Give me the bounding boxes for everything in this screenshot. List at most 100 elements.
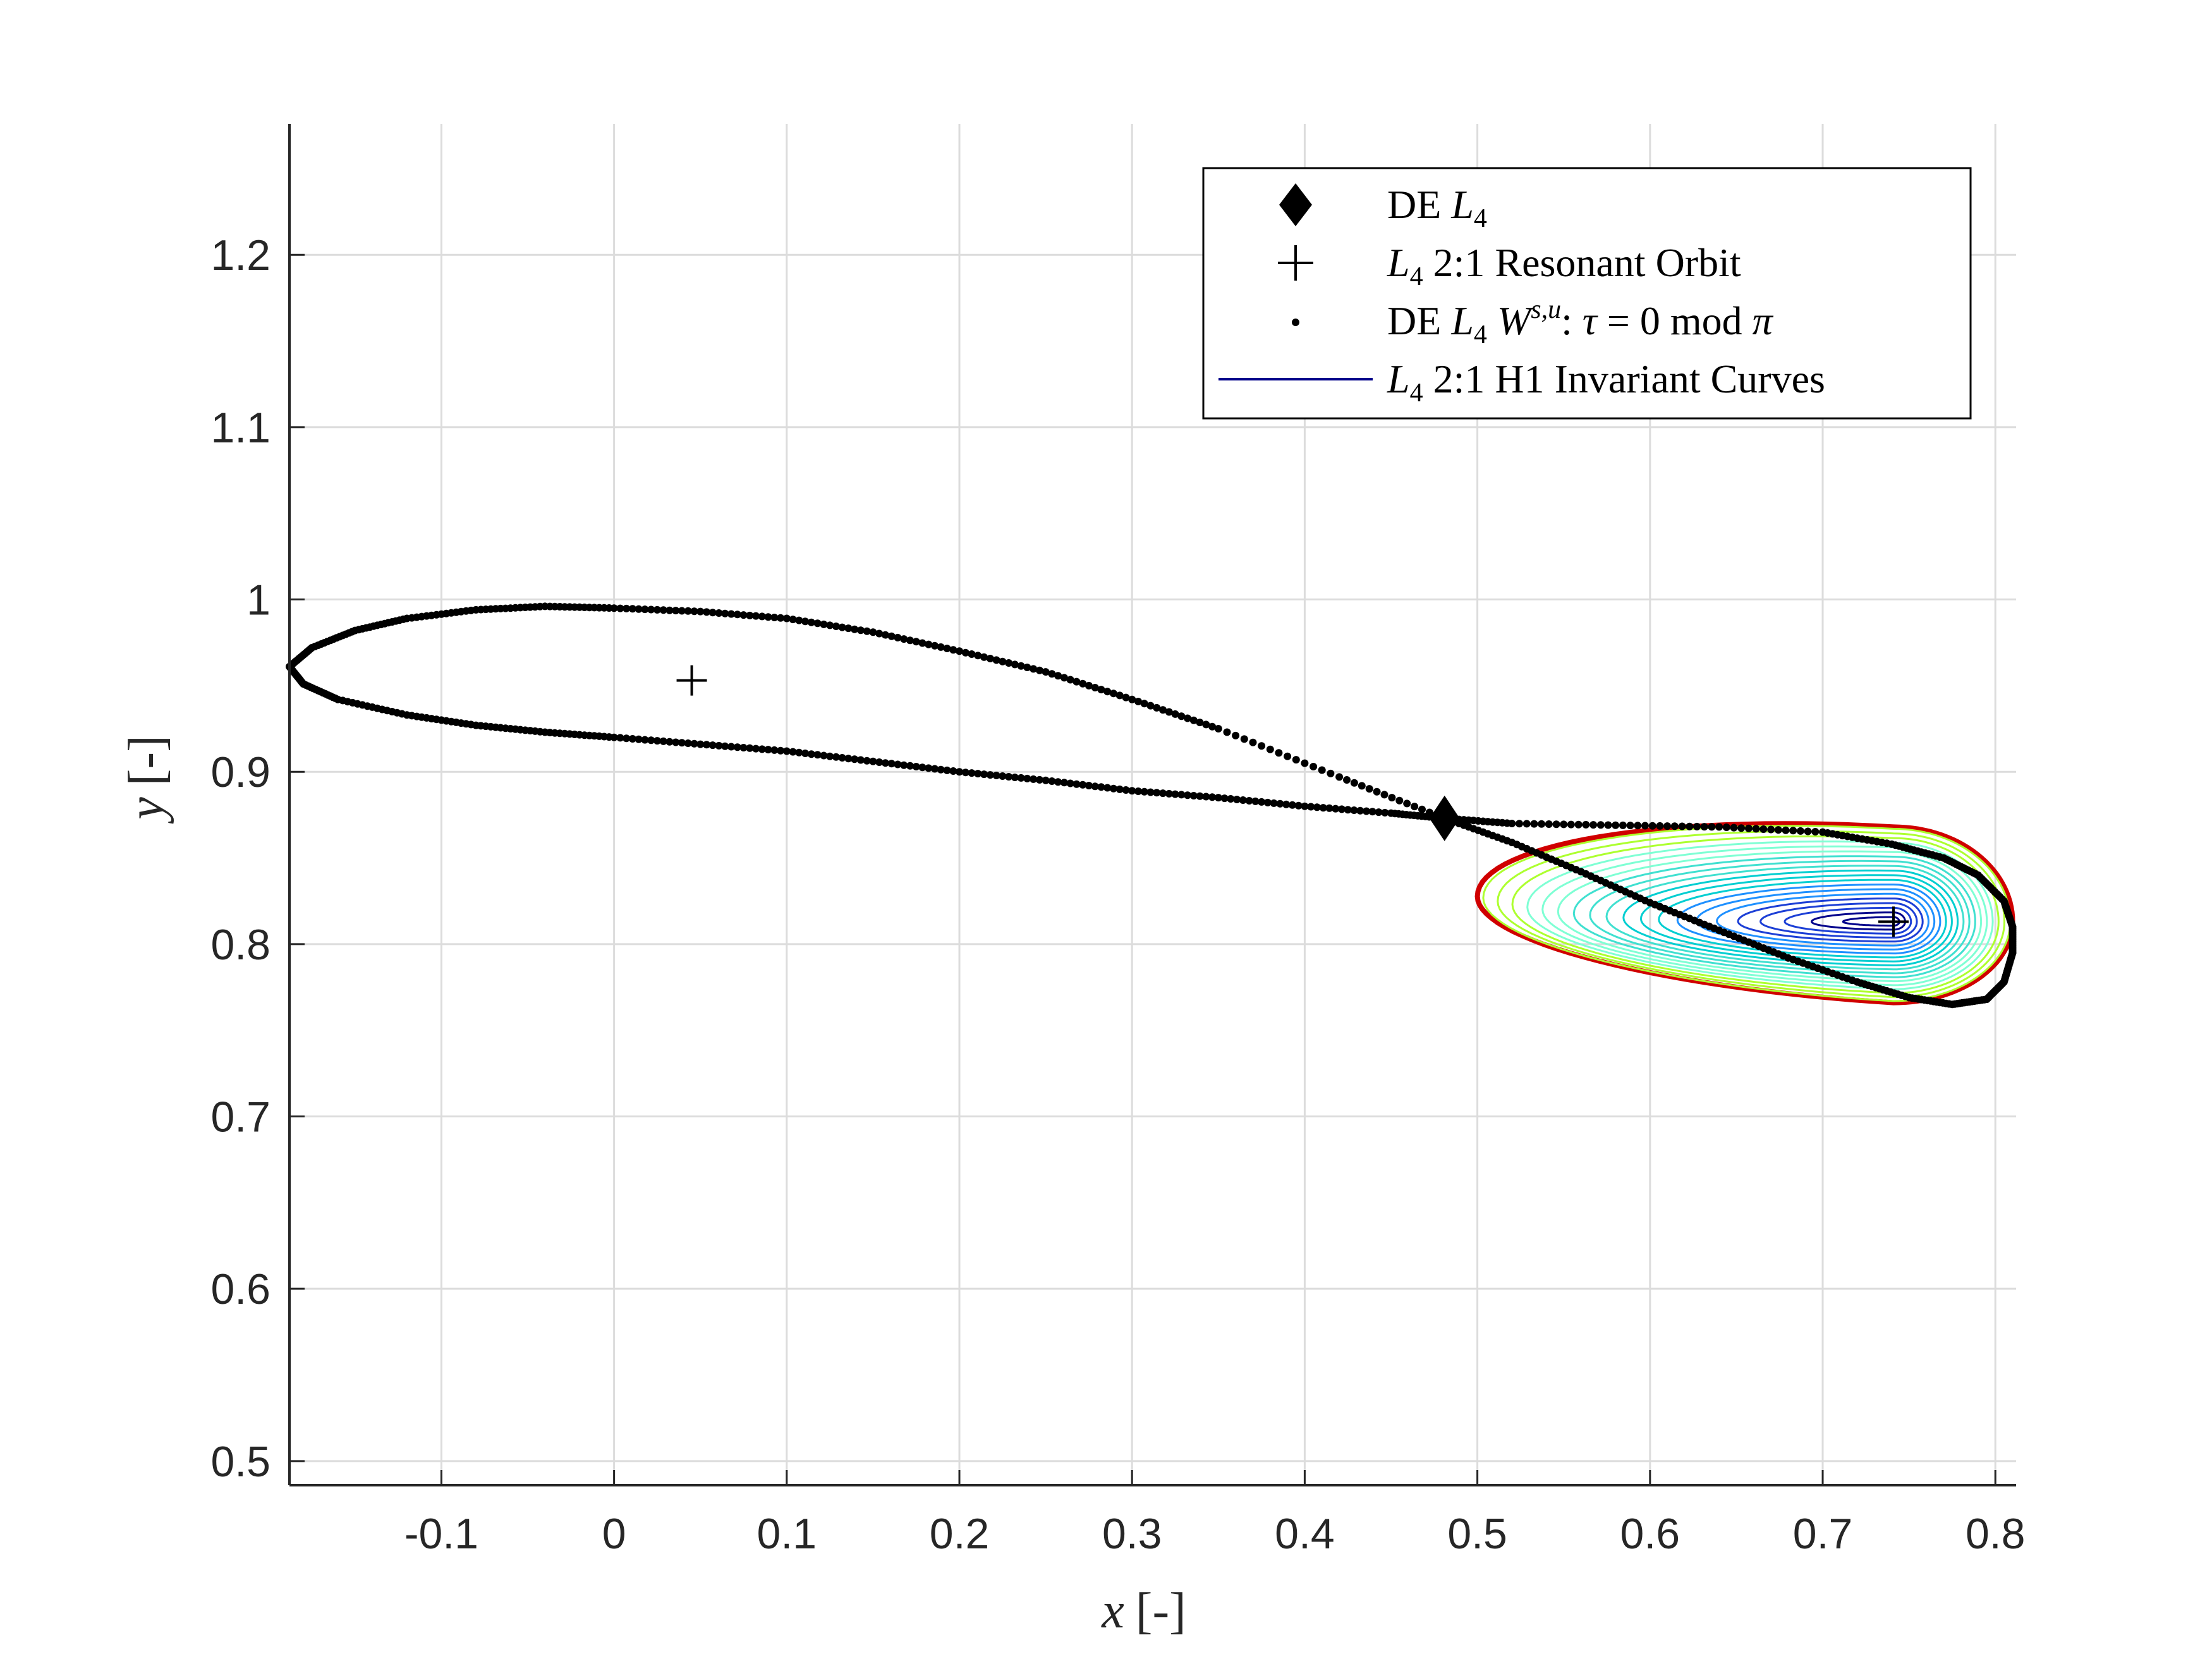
x-tick-label: 0.5 xyxy=(1447,1510,1507,1558)
manifold-point xyxy=(1381,808,1389,817)
manifold-point xyxy=(887,760,896,768)
manifold-point xyxy=(727,743,735,751)
manifold-point xyxy=(1030,665,1038,673)
manifold-point xyxy=(1582,820,1590,829)
manifold-point xyxy=(1363,807,1370,815)
manifold-point xyxy=(992,656,1000,664)
manifold-point xyxy=(1596,821,1605,829)
manifold-point xyxy=(1796,827,1804,835)
manifold-point xyxy=(875,629,884,638)
manifold-point xyxy=(1350,779,1358,787)
manifold-point xyxy=(1343,776,1351,784)
manifold-point xyxy=(906,636,914,645)
manifold-point xyxy=(856,756,865,764)
manifold-point xyxy=(1263,798,1272,806)
manifold-point xyxy=(1091,684,1099,691)
manifold-point xyxy=(672,607,680,615)
manifold-point xyxy=(894,633,902,641)
manifold-point xyxy=(703,608,710,616)
manifold-point xyxy=(1301,759,1309,767)
manifold-point xyxy=(727,610,735,618)
manifold-point xyxy=(1789,827,1797,835)
manifold-point xyxy=(1159,789,1167,798)
manifold-point xyxy=(1196,719,1204,727)
manifold-point xyxy=(1375,808,1383,817)
manifold-point xyxy=(1239,796,1247,804)
manifold-point xyxy=(961,648,969,657)
manifold-point xyxy=(1804,827,1812,836)
manifold-point xyxy=(752,612,760,620)
manifold-point xyxy=(1626,822,1634,830)
manifold-point xyxy=(1189,716,1198,724)
manifold-point xyxy=(1134,698,1142,705)
invariant-curve xyxy=(1526,840,1994,990)
manifold-point xyxy=(838,754,846,762)
manifold-point xyxy=(1171,710,1179,718)
manifold-point xyxy=(1670,822,1679,830)
resonant-orbit-plus xyxy=(1878,906,1909,937)
manifold-point xyxy=(739,611,748,619)
manifold-point xyxy=(1184,791,1191,799)
manifold-point xyxy=(1171,790,1179,798)
manifold-point xyxy=(647,736,655,744)
manifold-point xyxy=(1759,825,1768,833)
manifold-point xyxy=(789,748,797,756)
manifold-point xyxy=(1048,777,1056,785)
invariant-curve xyxy=(1605,865,1965,971)
manifold-point xyxy=(1663,822,1672,830)
manifold-point xyxy=(851,625,859,633)
manifold-point xyxy=(1240,735,1248,743)
manifold-point xyxy=(758,745,766,753)
manifold-point xyxy=(1574,820,1583,829)
manifold-point xyxy=(1249,738,1257,746)
manifold-point xyxy=(1115,691,1124,700)
manifold-point xyxy=(733,611,741,619)
manifold-points xyxy=(286,602,2017,1009)
manifold-point xyxy=(1227,795,1235,803)
manifold-point xyxy=(1744,824,1753,832)
x-tick-label: 0.4 xyxy=(1275,1510,1335,1558)
manifold-point xyxy=(1767,825,1775,834)
manifold-point xyxy=(1128,787,1136,795)
manifold-point xyxy=(665,738,674,746)
manifold-point xyxy=(1752,825,1760,833)
manifold-point xyxy=(1737,824,1746,832)
manifold-point xyxy=(1085,681,1093,690)
manifold-point xyxy=(1159,706,1167,714)
x-tick-label: 0.3 xyxy=(1102,1510,1162,1558)
y-tick-label: 1.2 xyxy=(210,231,270,279)
manifold-point xyxy=(1066,676,1074,684)
y-tick-label: 1 xyxy=(246,576,270,624)
manifold-point xyxy=(1418,805,1426,813)
manifold-point xyxy=(1251,797,1260,805)
manifold-point xyxy=(1368,808,1376,816)
manifold-point xyxy=(1030,775,1038,783)
manifold-point xyxy=(807,618,815,626)
manifold-point xyxy=(974,770,982,778)
manifold-point xyxy=(1715,823,1723,831)
legend-item-resonant-orbit: L4 2:1 Resonant Orbit xyxy=(1387,240,1741,291)
manifold-point xyxy=(764,613,772,621)
manifold-point xyxy=(1332,805,1340,813)
manifold-point xyxy=(1722,823,1730,831)
manifold-point xyxy=(628,735,636,743)
manifold-point xyxy=(1023,664,1031,671)
y-tick-label: 0.7 xyxy=(210,1093,270,1141)
manifold-point xyxy=(721,742,729,750)
manifold-point xyxy=(820,751,828,760)
manifold-point xyxy=(813,751,822,759)
manifold-point xyxy=(968,769,976,777)
manifold-point xyxy=(1545,820,1553,828)
invariant-curve xyxy=(1784,906,1912,935)
manifold-point xyxy=(949,646,957,654)
manifold-point xyxy=(863,757,871,765)
manifold-point xyxy=(1288,801,1296,809)
manifold-point xyxy=(1604,821,1612,829)
manifold-point xyxy=(980,653,988,661)
manifold-point xyxy=(992,772,1000,779)
manifold-point xyxy=(1325,804,1334,812)
x-tick-label: 0 xyxy=(602,1510,626,1558)
x-tick-label: 0.1 xyxy=(757,1510,817,1558)
invariant-curves xyxy=(1474,821,2015,1006)
manifold-point xyxy=(1073,780,1081,788)
